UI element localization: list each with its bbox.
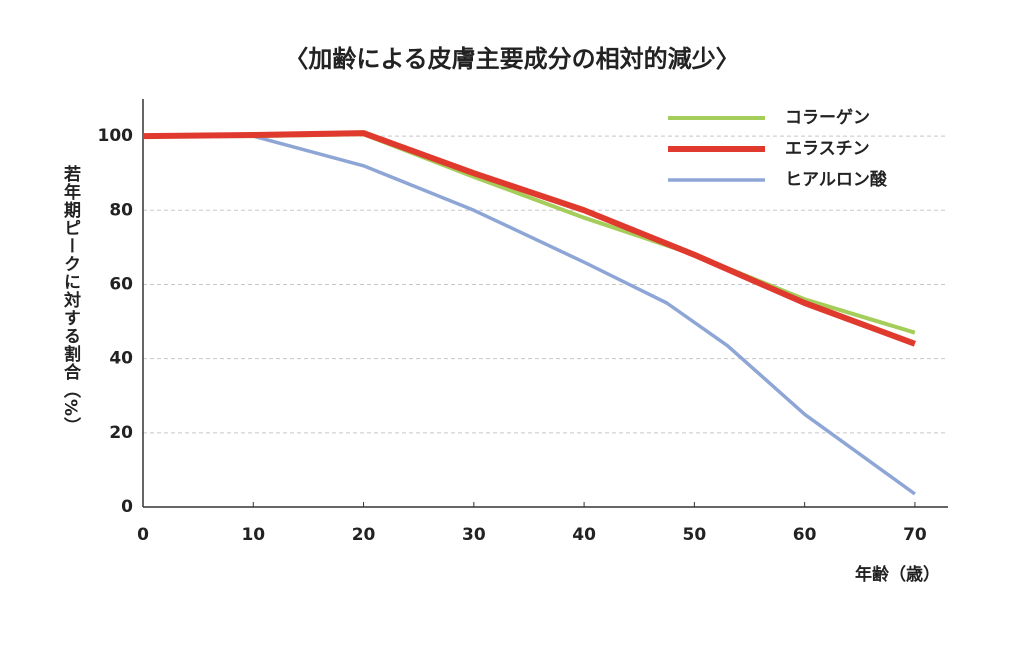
legend-label: ヒアルロン酸 <box>785 169 888 190</box>
y-axis-label: 若年期ピークに対する割合（%） <box>60 164 82 435</box>
y-tick-label: 0 <box>121 497 133 517</box>
series-line <box>142 130 916 347</box>
x-axis-label: 年齢（歳） <box>855 564 940 585</box>
y-tick-label: 60 <box>109 274 133 294</box>
x-tick-label: 60 <box>793 525 817 545</box>
x-tick-label: 20 <box>352 525 376 545</box>
x-tick-label: 70 <box>903 525 927 545</box>
legend-label: コラーゲン <box>785 107 870 128</box>
legend-label: エラスチン <box>785 139 870 159</box>
y-tick-label: 100 <box>98 126 134 146</box>
x-tick-label: 50 <box>683 525 707 545</box>
y-tick-label: 20 <box>109 423 133 443</box>
x-tick-label: 40 <box>572 525 596 545</box>
y-tick-label: 80 <box>109 200 133 220</box>
x-tick-label: 0 <box>137 525 149 545</box>
series-line <box>143 134 916 496</box>
x-tick-label: 10 <box>241 525 265 545</box>
y-tick-label: 40 <box>109 349 133 369</box>
x-tick-label: 30 <box>462 525 486 545</box>
chart-title: 〈加齢による皮膚主要成分の相対的減少〉 <box>284 45 739 73</box>
